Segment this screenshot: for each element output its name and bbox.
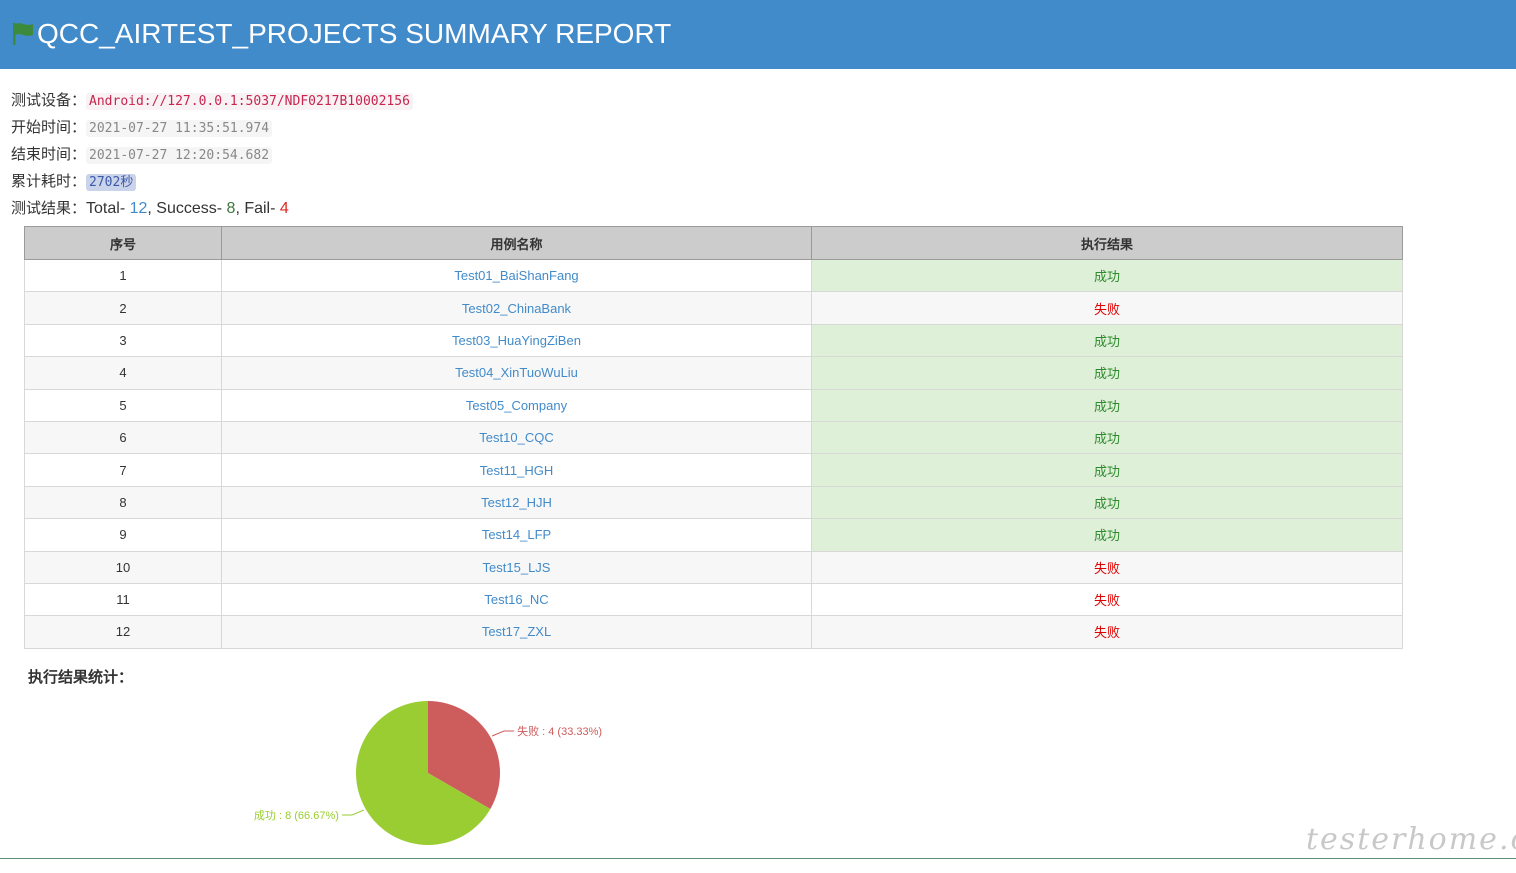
bottom-divider [0, 858, 1516, 859]
table-row: 12 Test17_ZXL 失败 [24, 615, 1403, 649]
pie-label: 失败 : 4 (33.33%) [517, 724, 602, 738]
table-row: 4 Test04_XinTuoWuLiu 成功 [24, 356, 1403, 390]
device-label: 测试设备： [11, 92, 87, 109]
table-row: 5 Test05_Company 成功 [24, 388, 1403, 422]
row-number: 11 [24, 582, 222, 617]
case-name-link[interactable]: Test10_CQC [221, 420, 812, 455]
case-name-link[interactable]: Test04_XinTuoWuLiu [221, 356, 812, 390]
start-time-value: 2021-07-27 11:35:51.974 [86, 120, 273, 137]
report-header: QCC_AIRTEST_PROJECTS SUMMARY REPORT [0, 0, 1516, 69]
table-row: 2 Test02_ChinaBank 失败 [24, 291, 1403, 325]
case-result: 失败 [811, 291, 1403, 325]
table-row: 11 Test16_NC 失败 [24, 582, 1403, 617]
pie-leader-line [341, 809, 365, 816]
total-value: 12 [129, 200, 148, 217]
case-result: 成功 [811, 453, 1403, 487]
row-number: 12 [24, 615, 222, 649]
case-name-link[interactable]: Test15_LJS [221, 550, 812, 584]
result-pie-chart: 失败 : 4 (33.33%) 成功 : 8 (66.67%) [254, 701, 602, 845]
duration-row: 累计耗时： 2702秒 [11, 172, 137, 193]
result-summary-row: 测试结果：Total- 12, Success- 8, Fail- 4 [11, 199, 289, 219]
case-name-link[interactable]: Test12_HJH [221, 485, 812, 520]
duration-value: 2702秒 [86, 174, 137, 191]
table-row: 1 Test01_BaiShanFang 成功 [24, 258, 1403, 293]
case-result: 成功 [811, 388, 1403, 422]
pie-leader-line [491, 730, 515, 737]
start-time-row: 开始时间： 2021-07-27 11:35:51.974 [11, 118, 273, 139]
row-number: 7 [24, 453, 222, 487]
case-name-link[interactable]: Test02_ChinaBank [221, 291, 812, 325]
duration-label: 累计耗时： [11, 173, 87, 190]
end-time-row: 结束时间： 2021-07-27 12:20:54.682 [11, 145, 273, 166]
table-row: 10 Test15_LJS 失败 [24, 550, 1403, 584]
watermark: testerhome.com [1306, 822, 1516, 857]
device-row: 测试设备： Android://127.0.0.1:5037/NDF0217B10… [11, 91, 413, 112]
pie-slice-fail[interactable] [428, 701, 500, 809]
row-number: 6 [24, 420, 222, 455]
case-name-link[interactable]: Test17_ZXL [221, 615, 812, 649]
fail-text: , Fail- [235, 200, 280, 217]
results-table: 序号 用例名称 执行结果 1 Test01_BaiShanFang 成功 2 Test0… [24, 226, 1403, 649]
case-result: 成功 [811, 420, 1403, 455]
row-number: 2 [24, 291, 222, 325]
table-row: 3 Test03_HuaYingZiBen 成功 [24, 323, 1403, 358]
result-label: 测试结果： [11, 200, 87, 217]
case-name-link[interactable]: Test11_HGH [221, 453, 812, 487]
row-number: 1 [24, 258, 222, 293]
report-title: QCC_AIRTEST_PROJECTS SUMMARY REPORT [37, 18, 672, 49]
start-time-label: 开始时间： [11, 119, 87, 136]
row-number: 3 [24, 323, 222, 358]
case-result: 失败 [811, 550, 1403, 584]
case-name-link[interactable]: Test14_LFP [221, 518, 812, 552]
case-result: 成功 [811, 323, 1403, 358]
pie-slice-pass[interactable] [356, 701, 491, 845]
pie-label: 成功 : 8 (66.67%) [254, 809, 339, 822]
row-number: 10 [24, 550, 222, 584]
success-value: 8 [226, 200, 236, 217]
table-header-row: 序号 用例名称 执行结果 [24, 226, 1403, 260]
case-result: 成功 [811, 258, 1403, 293]
case-result: 成功 [811, 485, 1403, 520]
case-name-link[interactable]: Test16_NC [221, 582, 812, 617]
case-name-link[interactable]: Test03_HuaYingZiBen [221, 323, 812, 358]
flag-icon [13, 23, 33, 45]
row-number: 5 [24, 388, 222, 422]
case-result: 成功 [811, 356, 1403, 390]
case-name-link[interactable]: Test05_Company [221, 388, 812, 422]
success-text: , Success- [147, 200, 227, 217]
end-time-label: 结束时间： [11, 146, 87, 163]
stats-title: 执行结果统计： [28, 669, 134, 686]
fail-value: 4 [279, 200, 289, 217]
case-result: 失败 [811, 615, 1403, 649]
case-name-link[interactable]: Test01_BaiShanFang [221, 258, 812, 293]
case-result: 成功 [811, 518, 1403, 552]
device-value: Android://127.0.0.1:5037/NDF0217B1000215… [86, 93, 413, 110]
col-header-name: 用例名称 [221, 226, 812, 260]
col-header-result: 执行结果 [811, 226, 1403, 260]
total-text: Total- [86, 200, 130, 217]
row-number: 9 [24, 518, 222, 552]
table-row: 8 Test12_HJH 成功 [24, 485, 1403, 520]
table-row: 7 Test11_HGH 成功 [24, 453, 1403, 487]
table-row: 9 Test14_LFP 成功 [24, 518, 1403, 552]
row-number: 8 [24, 485, 222, 520]
end-time-value: 2021-07-27 12:20:54.682 [86, 147, 273, 164]
case-result: 失败 [811, 582, 1403, 617]
row-number: 4 [24, 356, 222, 390]
table-row: 6 Test10_CQC 成功 [24, 420, 1403, 455]
col-header-no: 序号 [24, 226, 222, 260]
